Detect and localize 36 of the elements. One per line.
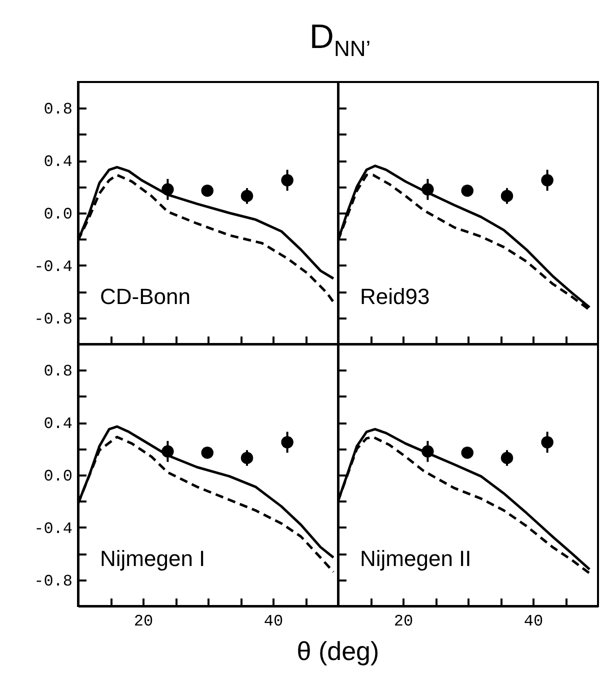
y-tick-label: 0.8 <box>44 100 72 119</box>
point <box>461 446 474 459</box>
y-tick-label: 0.8 <box>44 362 72 381</box>
x-tick-label: 20 <box>134 612 154 630</box>
point <box>240 452 254 464</box>
point <box>541 436 554 448</box>
point <box>201 184 214 197</box>
y-tick-label: -0.8 <box>34 572 72 590</box>
x-tick-label: 40 <box>264 612 284 630</box>
point <box>500 452 514 464</box>
point <box>162 445 174 458</box>
point <box>500 190 514 202</box>
point <box>461 184 474 197</box>
x-axis-title: θ (deg) <box>296 636 380 667</box>
y-tick-label: 0.4 <box>44 153 72 172</box>
annotation: Nijmegen I <box>100 546 206 571</box>
point <box>422 183 434 196</box>
x-tick-label: 40 <box>524 612 544 630</box>
x-tick-label: 20 <box>394 612 414 630</box>
y-tick-label: 0.0 <box>44 468 72 486</box>
annotation: Nijmegen II <box>360 546 472 571</box>
y-tick-label: -0.4 <box>34 258 72 276</box>
annotation: CD-Bonn <box>100 284 190 309</box>
y-tick-label: -0.8 <box>34 310 72 328</box>
point <box>201 446 214 459</box>
point <box>281 436 294 448</box>
point <box>281 174 294 186</box>
point <box>541 174 554 186</box>
y-tick-label: -0.4 <box>34 520 72 538</box>
y-tick-label: 0.4 <box>44 415 72 434</box>
annotation: Reid93 <box>360 284 430 309</box>
point <box>240 190 254 202</box>
y-tick-label: 0.0 <box>44 206 72 224</box>
chart-title: D$_{NN’}$ <box>308 18 372 62</box>
point <box>422 445 434 458</box>
point <box>162 183 174 196</box>
